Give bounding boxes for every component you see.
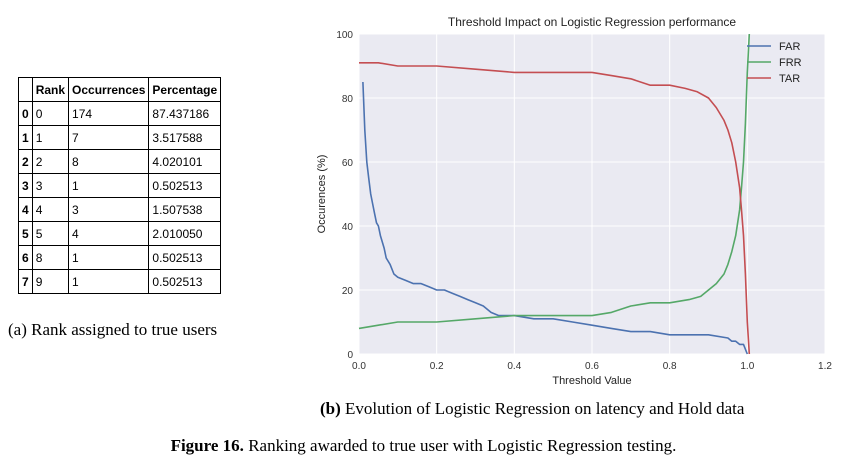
rank-cell: 5 — [31, 221, 70, 246]
occurrences-cell: 174 — [68, 101, 150, 126]
x-tick-label: 0.2 — [430, 361, 444, 372]
caption-a: (a) Rank assigned to true users — [8, 318, 253, 342]
row-index: 1 — [18, 125, 33, 150]
row-index: 3 — [18, 173, 33, 198]
table-body: 0 0 174 87.437186 1 1 7 3.517588 2 2 8 4.020101 3 3 1 0… — [18, 101, 222, 294]
rank-cell: 0 — [31, 101, 70, 126]
row-index: 4 — [18, 197, 33, 222]
occurrences-cell: 1 — [68, 269, 150, 294]
rank-cell: 2 — [31, 149, 70, 174]
occurrences-cell: 3 — [68, 197, 150, 222]
y-tick-label: 100 — [336, 30, 353, 41]
percentage-cell: 4.020101 — [148, 149, 222, 174]
occurrences-cell: 7 — [68, 125, 150, 150]
figure-caption-label: Figure 16. — [170, 436, 244, 455]
header-index — [18, 77, 33, 102]
percentage-cell: 87.437186 — [148, 101, 222, 126]
y-tick-label: 60 — [342, 158, 354, 169]
figure-caption: Figure 16. Ranking awarded to true user … — [0, 436, 847, 456]
y-tick-label: 80 — [342, 94, 354, 105]
x-tick-label: 0.4 — [507, 361, 521, 372]
x-axis-label: Threshold Value — [552, 375, 631, 387]
legend-label-far: FAR — [779, 41, 800, 53]
series-line-tar — [359, 61, 751, 355]
occurrences-cell: 1 — [68, 173, 150, 198]
legend-label-tar: TAR — [779, 73, 800, 85]
row-index: 0 — [18, 101, 33, 126]
header-rank: Rank — [31, 77, 70, 102]
occurrences-cell: 4 — [68, 221, 150, 246]
header-percentage: Percentage — [148, 77, 222, 102]
row-index: 7 — [18, 269, 33, 294]
occurrences-cell: 1 — [68, 245, 150, 270]
table-row: 0 0 174 87.437186 — [18, 101, 222, 126]
table-header-row: Rank Occurrences Percentage — [18, 77, 222, 102]
legend-label-frr: FRR — [779, 57, 802, 69]
series-lines — [358, 33, 751, 355]
chart-title: Threshold Impact on Logistic Regression … — [448, 15, 736, 29]
caption-a-label: (a) — [8, 320, 27, 339]
series-line-far — [362, 81, 749, 355]
caption-a-text: Rank assigned to true users — [31, 320, 218, 339]
x-tick-label: 0.8 — [663, 361, 677, 372]
table-row: 4 4 3 1.507538 — [18, 197, 222, 222]
table-row: 6 8 1 0.502513 — [18, 245, 222, 270]
series-line-frr — [358, 33, 751, 330]
caption-b-text: Evolution of Logistic Regression on late… — [345, 399, 745, 418]
y-tick-label: 0 — [347, 350, 353, 361]
table-row: 2 2 8 4.020101 — [18, 149, 222, 174]
rank-cell: 3 — [31, 173, 70, 198]
row-index: 6 — [18, 245, 33, 270]
header-occurrences: Occurrences — [68, 77, 150, 102]
x-tick-label: 0.0 — [352, 361, 366, 372]
x-tick-label: 1.2 — [818, 361, 832, 372]
rank-cell: 4 — [31, 197, 70, 222]
rank-table: Rank Occurrences Percentage 0 0 174 87.4371… — [18, 77, 222, 294]
percentage-cell: 2.010050 — [148, 221, 222, 246]
table-row: 5 5 4 2.010050 — [18, 221, 222, 246]
table-row: 7 9 1 0.502513 — [18, 269, 222, 294]
figure-caption-text: Ranking awarded to true user with Logist… — [248, 436, 677, 455]
rank-cell: 9 — [31, 269, 70, 294]
table-row: 1 1 7 3.517588 — [18, 125, 222, 150]
rank-cell: 8 — [31, 245, 70, 270]
y-tick-label: 20 — [342, 286, 354, 297]
caption-b-label: (b) — [320, 399, 341, 418]
axis-ticks: 0.0 0.2 0.4 0.6 0.8 1.0 1.2 0 20 40 60 80 100 — [336, 30, 832, 372]
chart-legend: FAR FRR TAR — [747, 41, 802, 85]
x-tick-label: 1.0 — [740, 361, 754, 372]
x-tick-label: 0.6 — [585, 361, 599, 372]
rank-cell: 1 — [31, 125, 70, 150]
y-tick-label: 40 — [342, 222, 354, 233]
y-axis-label: Occurences (%) — [316, 155, 328, 234]
row-index: 2 — [18, 149, 33, 174]
percentage-cell: 1.507538 — [148, 197, 222, 222]
row-index: 5 — [18, 221, 33, 246]
table-row: 3 3 1 0.502513 — [18, 173, 222, 198]
caption-b: (b) Evolution of Logistic Regression on … — [320, 399, 744, 419]
percentage-cell: 0.502513 — [148, 173, 222, 198]
line-chart: 0.0 0.2 0.4 0.6 0.8 1.0 1.2 0 20 40 60 80 100 Thresh… — [316, 15, 832, 387]
percentage-cell: 3.517588 — [148, 125, 222, 150]
percentage-cell: 0.502513 — [148, 245, 222, 270]
occurrences-cell: 8 — [68, 149, 150, 174]
percentage-cell: 0.502513 — [148, 269, 222, 294]
